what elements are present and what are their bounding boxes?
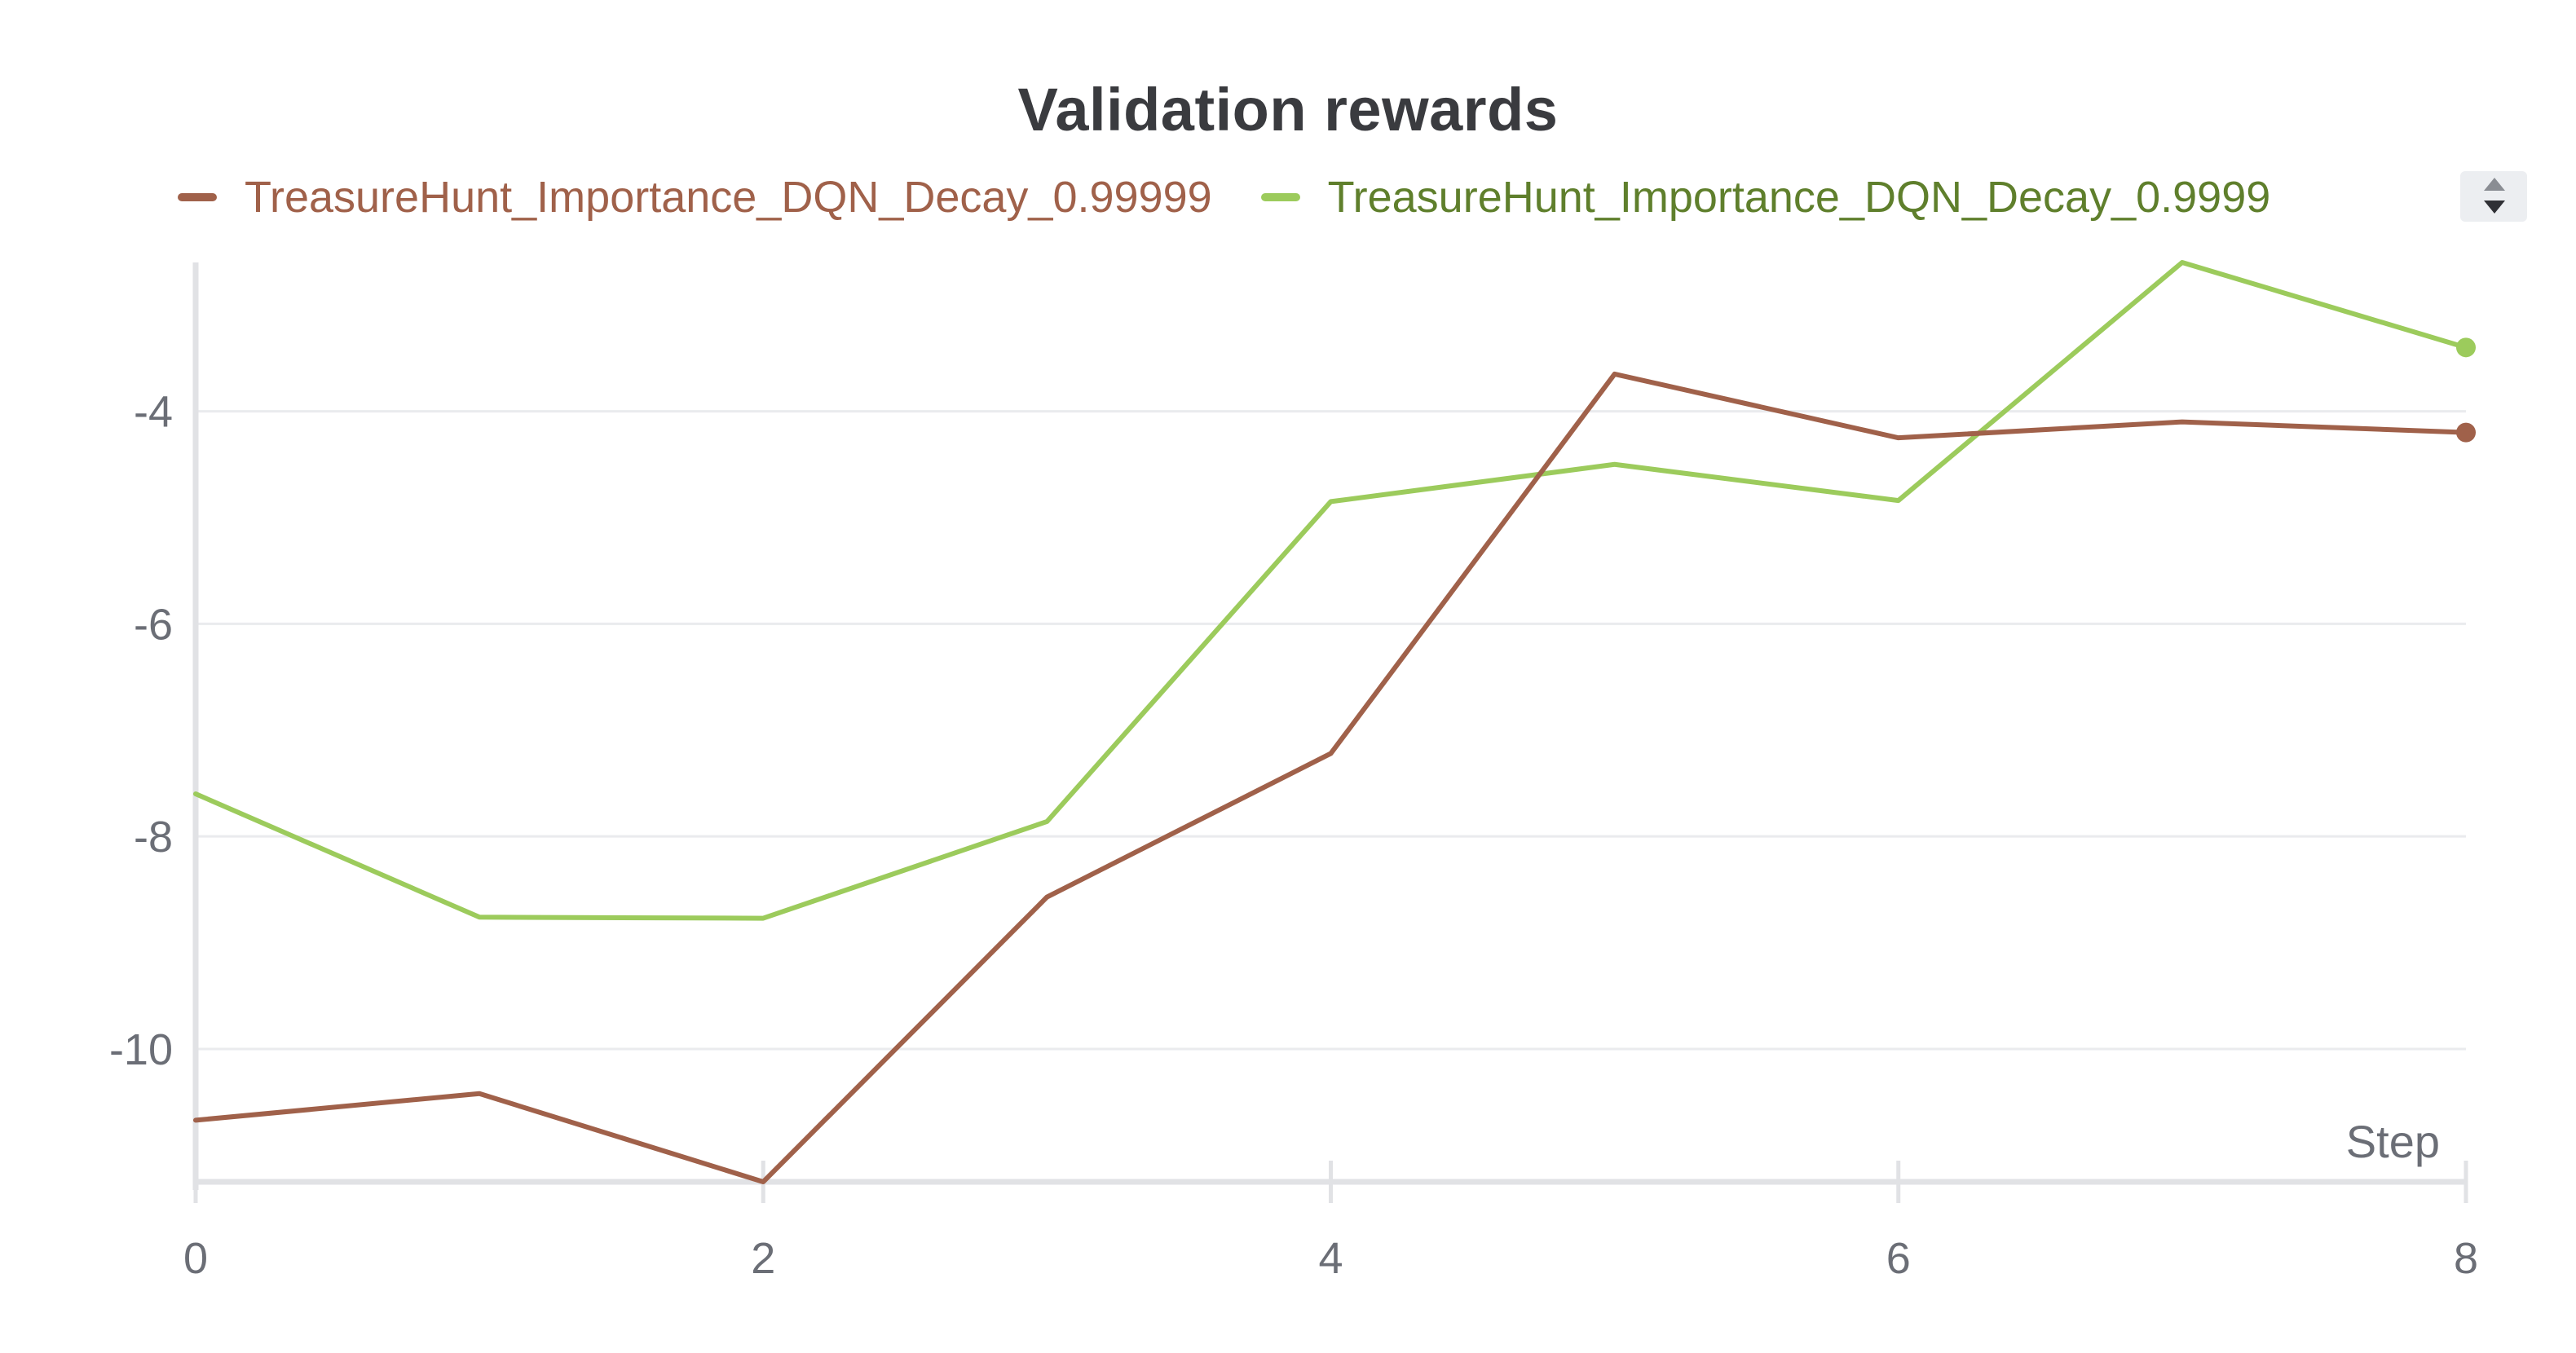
x-tick-label: 6 — [1886, 1234, 1911, 1283]
x-axis-label: Step — [2346, 1116, 2440, 1167]
y-tick-label: -8 — [134, 813, 173, 862]
series-endpoint-1 — [2456, 422, 2476, 443]
legend-swatch-series-1 — [178, 193, 217, 201]
chart-title: Validation rewards — [1017, 76, 1559, 143]
x-tick-label: 0 — [183, 1234, 208, 1283]
series-line-1 — [193, 371, 2468, 1184]
legend-label-series-2: TreasureHunt_Importance_DQN_Decay_0.9999 — [1327, 173, 2271, 222]
x-tick-label: 4 — [1318, 1234, 1343, 1283]
legend-swatch-series-2 — [1260, 193, 1300, 201]
chevron-up-icon[interactable] — [2484, 178, 2505, 191]
x-tick-label: 8 — [2454, 1234, 2478, 1283]
y-tick-label: -10 — [109, 1025, 173, 1074]
series-layer — [193, 260, 2476, 1184]
legend: TreasureHunt_Importance_DQN_Decay_0.9999… — [178, 166, 2319, 228]
legend-item-series-2[interactable]: TreasureHunt_Importance_DQN_Decay_0.9999 — [1260, 172, 2271, 223]
series-endpoint-2 — [2456, 337, 2476, 358]
legend-item-series-1[interactable]: TreasureHunt_Importance_DQN_Decay_0.9999… — [178, 172, 1212, 223]
chevron-down-icon[interactable] — [2484, 201, 2505, 214]
legend-scroll-control[interactable] — [2460, 171, 2527, 222]
y-tick-label: -4 — [134, 388, 173, 437]
axis-layer — [192, 262, 2468, 1203]
series-line-2 — [193, 260, 2468, 921]
x-tick-label: 2 — [751, 1234, 775, 1283]
legend-label-series-1: TreasureHunt_Importance_DQN_Decay_0.9999… — [245, 173, 1212, 222]
tick-label-layer: -10 -8 -6 -4 0 2 4 6 8 Step — [109, 388, 2478, 1283]
grid-layer — [196, 410, 2466, 1051]
y-tick-label: -6 — [134, 600, 173, 649]
